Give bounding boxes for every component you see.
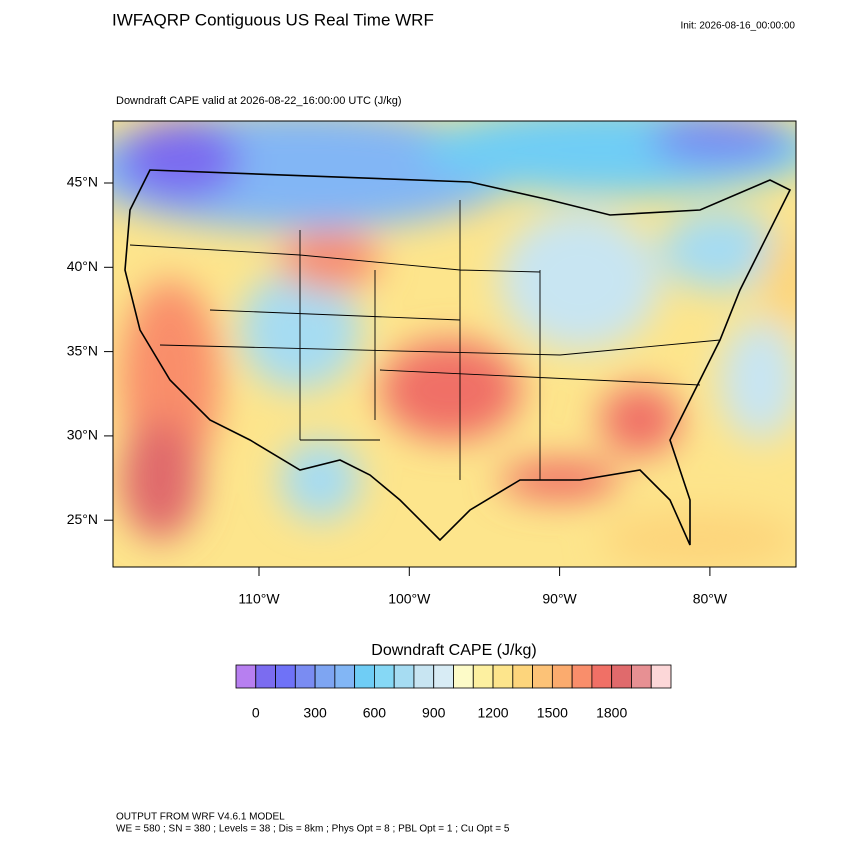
- colorbar-box: [255, 664, 276, 689]
- subtitle: Downdraft CAPE valid at 2026-08-22_16:00…: [116, 95, 402, 107]
- colorbar-label: 300: [303, 705, 327, 721]
- colorbar-box: [472, 664, 494, 689]
- colorbar-box: [532, 664, 553, 689]
- colorbar-box: [275, 664, 296, 689]
- colorbar-box: [591, 664, 613, 689]
- colorbar-label: 1200: [477, 705, 508, 721]
- colorbar-box: [650, 664, 672, 689]
- colorbar-box: [611, 664, 632, 689]
- init-time: Init: 2026-08-16_00:00:00: [680, 21, 795, 32]
- map-field: [113, 121, 796, 567]
- lat-label: 35°N: [67, 342, 98, 358]
- footer-line: OUTPUT FROM WRF V4.6.1 MODEL: [116, 812, 285, 823]
- footer-line: WE = 580 ; SN = 380 ; Levels = 38 ; Dis …: [116, 824, 510, 835]
- map-frame: [112, 120, 797, 568]
- lat-label: 45°N: [67, 174, 98, 190]
- colorbar-label: 0: [252, 705, 260, 721]
- colorbar-box: [235, 664, 257, 689]
- colorbar-box: [374, 664, 395, 689]
- lat-axis: 45°N 40°N 35°N 30°N 25°N: [67, 174, 113, 527]
- lon-label: 100°W: [388, 591, 431, 607]
- colorbar-box: [453, 664, 474, 689]
- lat-label: 25°N: [67, 511, 98, 527]
- lon-label: 90°W: [542, 591, 577, 607]
- lat-label: 40°N: [67, 258, 98, 274]
- lon-label: 110°W: [238, 591, 280, 607]
- colorbar-box: [294, 664, 316, 689]
- colorbar-box: [314, 664, 336, 689]
- colorbar-label: 1800: [596, 705, 627, 721]
- colorbar-title: Downdraft CAPE (J/kg): [371, 642, 536, 659]
- colorbar-label: 600: [363, 705, 387, 721]
- lon-axis: 110°W 100°W 90°W 80°W: [238, 567, 728, 607]
- colorbar-box: [512, 664, 533, 689]
- colorbar-box: [433, 664, 454, 689]
- colorbar-label: 1500: [537, 705, 568, 721]
- colorbar-box: [551, 664, 573, 689]
- colorbar-box: [354, 664, 375, 689]
- lon-label: 80°W: [693, 591, 728, 607]
- colorbar-label: 900: [422, 705, 446, 721]
- lat-label: 30°N: [67, 427, 98, 443]
- colorbar-box: [571, 664, 593, 689]
- colorbar-box: [492, 664, 514, 689]
- colorbar-box: [393, 664, 415, 689]
- colorbar-box: [413, 664, 435, 689]
- title: IWFAQRP Contiguous US Real Time WRF: [112, 10, 434, 29]
- colorbar-box: [631, 664, 652, 689]
- colorbar-box: [334, 664, 356, 689]
- colorbar: 0 300 600 900 1200 1500 1800: [235, 664, 672, 721]
